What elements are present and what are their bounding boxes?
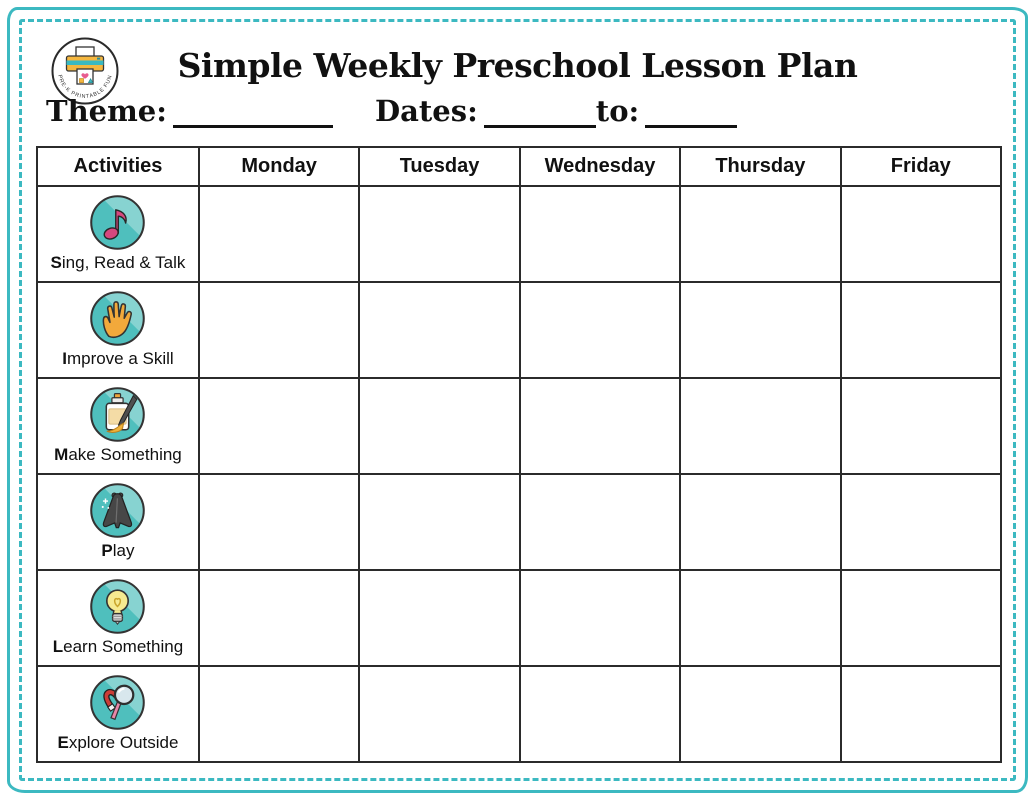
- dates-label: Dates:: [374, 94, 478, 128]
- plan-cell-friday: [839, 665, 1003, 763]
- plan-cell-monday: [197, 473, 361, 571]
- printer-logo-icon: PRE-K PRINTABLE FUN: [51, 37, 119, 105]
- lightbulb-icon: [90, 579, 146, 634]
- plan-cell-wednesday: [518, 377, 682, 475]
- activity-row-sing-read-talk: Sing, Read & Talk: [36, 185, 1003, 283]
- to-label: to:: [595, 94, 640, 128]
- header-row: Activities Monday Tuesday Wednesday Thur…: [36, 146, 1003, 187]
- plan-cell-tuesday: [358, 281, 521, 379]
- plan-cell-tuesday: [358, 377, 521, 475]
- plan-cell-wednesday: [518, 665, 682, 763]
- activity-cell-sing-read-talk: Sing, Read & Talk: [36, 185, 200, 283]
- plan-cell-wednesday: [518, 569, 682, 667]
- column-header-wednesday: Wednesday: [518, 146, 682, 187]
- plan-cell-wednesday: [518, 185, 682, 283]
- dates-start-blank-line: [483, 95, 596, 128]
- activity-cell-play: Play: [36, 473, 200, 571]
- column-header-tuesday: Tuesday: [358, 146, 521, 187]
- activity-label: Learn Something: [52, 637, 184, 656]
- activity-row-explore-outside: Explore Outside: [36, 665, 1003, 763]
- theme-label: Theme:: [46, 94, 167, 128]
- plan-cell-friday: [839, 281, 1003, 379]
- column-header-activities: Activities: [36, 146, 200, 187]
- activity-row-make-something: Make Something: [36, 377, 1003, 475]
- plan-cell-wednesday: [518, 473, 682, 571]
- activity-row-learn-something: Learn Something: [36, 569, 1003, 667]
- hand-icon: [90, 291, 146, 346]
- dates-end-blank-line: [645, 95, 738, 128]
- page-title: Simple Weekly Preschool Lesson Plan: [177, 46, 858, 85]
- plan-cell-tuesday: [358, 473, 521, 571]
- plan-cell-monday: [197, 665, 361, 763]
- plan-cell-thursday: [679, 281, 842, 379]
- plan-cell-friday: [839, 569, 1003, 667]
- plan-cell-friday: [839, 377, 1003, 475]
- column-header-thursday: Thursday: [679, 146, 842, 187]
- plan-cell-thursday: [679, 473, 842, 571]
- blanket-fort-icon: [90, 483, 146, 538]
- plan-cell-monday: [197, 569, 361, 667]
- activity-row-improve-a-skill: Improve a Skill: [36, 281, 1003, 379]
- plan-cell-tuesday: [358, 665, 521, 763]
- plan-cell-friday: [839, 473, 1003, 571]
- theme-dates-line: Theme: Dates: to:: [46, 94, 738, 128]
- plan-cell-thursday: [679, 185, 842, 283]
- plan-cell-monday: [197, 377, 361, 475]
- activity-cell-make-something: Make Something: [36, 377, 200, 475]
- plan-cell-monday: [197, 281, 361, 379]
- plan-cell-thursday: [679, 665, 842, 763]
- activity-label: Sing, Read & Talk: [50, 253, 186, 272]
- activity-label: Play: [101, 541, 135, 560]
- plan-cell-thursday: [679, 569, 842, 667]
- magnet-and-magnifier-icon: [90, 675, 146, 730]
- column-header-friday: Friday: [839, 146, 1003, 187]
- activity-label: Explore Outside: [57, 733, 179, 752]
- activity-label: Improve a Skill: [62, 349, 174, 368]
- activity-label: Make Something: [54, 445, 182, 464]
- plan-cell-friday: [839, 185, 1003, 283]
- plan-cell-thursday: [679, 377, 842, 475]
- plan-cell-tuesday: [358, 569, 521, 667]
- glue-and-paintbrush-icon: [90, 387, 146, 442]
- plan-cell-monday: [197, 185, 361, 283]
- music-note-icon: [90, 195, 146, 250]
- plan-cell-tuesday: [358, 185, 521, 283]
- column-header-monday: Monday: [197, 146, 361, 187]
- plan-cell-wednesday: [518, 281, 682, 379]
- activity-cell-improve-a-skill: Improve a Skill: [36, 281, 200, 379]
- weekly-plan-table: Activities Monday Tuesday Wednesday Thur…: [36, 146, 1003, 763]
- activity-cell-explore-outside: Explore Outside: [36, 665, 200, 763]
- theme-blank-line: [172, 95, 333, 128]
- activity-row-play: Play: [36, 473, 1003, 571]
- activity-cell-learn-something: Learn Something: [36, 569, 200, 667]
